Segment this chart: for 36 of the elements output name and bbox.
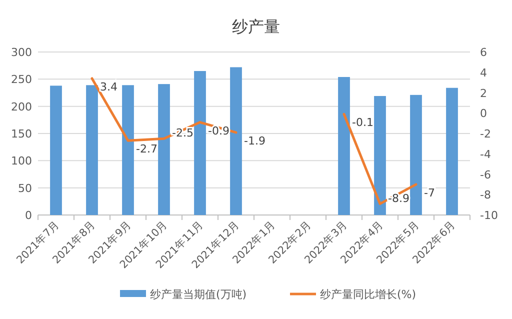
y-tick-label: 200 [11,100,32,114]
bar [410,94,422,215]
data-label: -7 [424,186,435,200]
data-label: -8.9 [388,192,410,205]
y2-tick-label: 6 [480,46,487,59]
legend-label: 纱产量当期值(万吨) [150,288,247,301]
data-label: -0.9 [208,124,230,138]
y-tick-label: 50 [18,182,32,195]
data-label: -1.9 [244,134,266,148]
y2-tick-label: 0 [480,107,487,120]
y2-tick-label: -2 [480,128,491,140]
y-tick-label: 250 [11,73,32,86]
y2-tick-label: -10 [480,209,498,222]
y2-tick-label: -4 [480,148,491,161]
y2-tick-label: 2 [480,86,487,100]
legend-label: 纱产量同比增长(%) [320,288,416,301]
bar [446,88,458,215]
y-tick-label: 150 [11,128,32,140]
y2-tick-label: -6 [480,168,491,182]
y-tick-label: 0 [25,209,32,222]
y2-tick-label: -8 [480,188,491,202]
bar [230,67,242,215]
data-label: -0.1 [352,116,374,130]
y-tick-label: 300 [11,46,32,59]
y2-tick-label: 4 [480,66,487,80]
bar [194,71,206,215]
data-label: -2.7 [136,142,158,156]
bar [122,85,134,215]
bar [50,86,62,215]
bar [374,96,386,215]
y-tick-label: 100 [11,154,32,168]
bar [86,85,98,215]
data-label: 3.4 [100,80,118,94]
bar [158,84,170,215]
chart-title: 纱产量 [232,17,280,36]
bar [338,76,350,215]
